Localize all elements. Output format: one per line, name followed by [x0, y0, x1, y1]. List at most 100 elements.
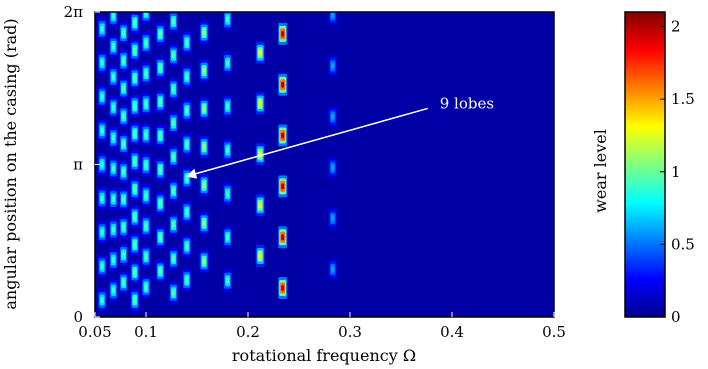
heatmap-cell: [226, 234, 230, 241]
y-tick-label: π: [73, 156, 83, 174]
heatmap-cell: [133, 241, 137, 248]
heatmap-cell: [185, 107, 189, 114]
heatmap-cell: [172, 154, 175, 160]
heatmap-cell: [185, 277, 189, 284]
heatmap-cell: [185, 209, 189, 216]
heatmap-cell: [133, 186, 137, 193]
heatmap-cell: [172, 120, 175, 127]
heatmap-cell: [158, 98, 162, 105]
heatmap-cell: [281, 285, 285, 291]
heatmap-cell: [281, 81, 285, 88]
heatmap-cell: [111, 165, 115, 172]
heatmap-cell: [100, 59, 104, 66]
heatmap-cell: [172, 221, 175, 228]
heatmap-cell: [100, 127, 104, 134]
colorbar-ticks: 0 0.5 1 1.5 2: [660, 18, 695, 326]
heatmap-cell: [158, 268, 162, 275]
heatmap-cell: [100, 93, 104, 100]
heatmap-cell: [172, 289, 175, 296]
heatmap-cell: [144, 192, 148, 199]
heatmap-cell: [111, 104, 115, 111]
heatmap-cell: [144, 131, 148, 138]
heatmap-cell: [100, 229, 104, 236]
colorbar-title: wear level: [591, 129, 610, 213]
heatmap-cell: [111, 135, 115, 141]
y-axis: 0 π 2π: [64, 3, 100, 326]
heatmap-cell: [111, 13, 115, 19]
heatmap-cell: [133, 158, 137, 165]
heatmap-cell: [185, 73, 189, 80]
heatmap-cell: [111, 43, 115, 50]
heatmap-cell: [122, 168, 126, 175]
heatmap-cell: [133, 103, 137, 109]
heatmap-cell: [202, 29, 206, 36]
heatmap-cell: [226, 190, 230, 197]
heatmap-cell: [158, 132, 162, 139]
heatmap-cell: [111, 196, 115, 202]
heatmap-cell: [111, 74, 115, 80]
colorbar-tick-label: 0.5: [671, 235, 695, 253]
heatmap-cell: [226, 103, 230, 110]
heatmap-cell: [122, 224, 126, 231]
heatmap-cell: [331, 62, 335, 69]
x-tick-label: 0.05: [78, 323, 111, 341]
heatmap-cell: [100, 263, 104, 270]
heatmap-cell: [100, 161, 104, 168]
heatmap-cell: [202, 182, 206, 189]
heatmap-cell: [158, 234, 162, 241]
heatmap-cell: [185, 39, 189, 46]
heatmap-cell: [144, 223, 148, 230]
heatmap-cell: [258, 202, 262, 209]
heatmap-cell: [144, 101, 148, 108]
heatmap-cell: [133, 75, 137, 82]
heatmap-cell: [100, 297, 104, 304]
heatmap-cell: [281, 183, 285, 190]
annotation-arrow: [185, 107, 428, 179]
heatmap-cell: [172, 187, 175, 194]
heatmap-cell: [133, 130, 137, 137]
heatmap-cell: [202, 105, 206, 112]
heatmap-cell: [172, 52, 175, 59]
heatmap-cell: [202, 258, 206, 265]
heatmap-cell: [202, 67, 206, 74]
heatmap-cell: [133, 47, 137, 54]
heatmap-cell: [144, 284, 148, 291]
heatmap-cell: [158, 31, 162, 37]
heatmap-cell: [258, 49, 262, 56]
y-tick-label: 0: [73, 308, 83, 326]
heatmap-cell: [172, 255, 175, 262]
x-tick-label: 0.2: [236, 323, 260, 341]
x-tick-label: 0.5: [542, 323, 566, 341]
heatmap-cell: [122, 279, 126, 286]
heatmap-cell: [226, 147, 230, 154]
colorbar-frame: [624, 11, 666, 318]
heatmap-cell: [158, 166, 162, 173]
x-axis-title: rotational frequency Ω: [232, 346, 416, 365]
heatmap-cell: [122, 85, 126, 92]
heatmap-cell: [331, 164, 335, 171]
heatmap-cell: [133, 19, 137, 26]
heatmap-cell: [185, 243, 189, 250]
heatmap-cell: [331, 215, 335, 222]
heatmap-cell: [122, 113, 126, 120]
annotations: 9 lobes: [185, 94, 494, 179]
heatmap-cell: [122, 196, 126, 203]
heatmap-cell: [226, 60, 230, 66]
heatmap-cell: [133, 297, 137, 304]
heatmap-cell: [281, 132, 285, 139]
heatmap-cell: [258, 253, 262, 259]
colorbar-tick-label: 2: [671, 18, 681, 36]
heatmap-cell: [133, 269, 137, 276]
heatmap-cell: [122, 141, 126, 147]
heatmap-cell: [331, 12, 335, 19]
colorbar-tick-label: 0: [671, 308, 681, 326]
colorbar-gradient: [625, 12, 665, 317]
heatmap-cell: [185, 141, 189, 148]
heatmap-cell: [111, 257, 115, 263]
heatmap-cell: [122, 57, 126, 64]
heatmap-cell: [258, 100, 262, 107]
heatmap-cell: [226, 277, 230, 284]
heatmap-cells: [97, 12, 338, 312]
heatmap-cell: [202, 220, 206, 227]
